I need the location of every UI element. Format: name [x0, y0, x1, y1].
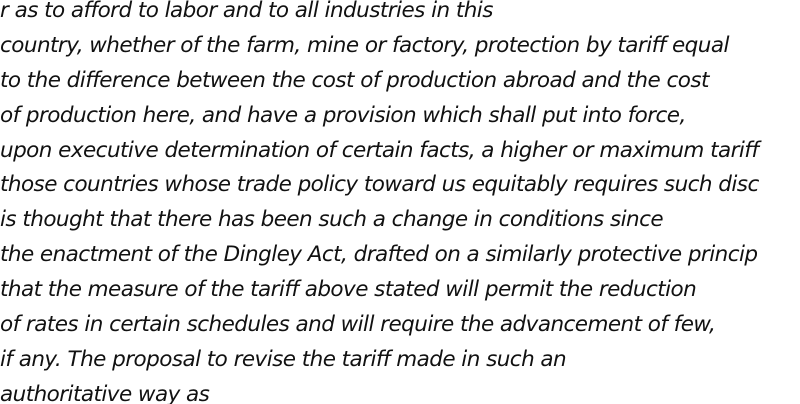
text-line-10: of rates in certain schedules and will r…	[0, 312, 716, 338]
text-line-3: to the difference between the cost of pr…	[0, 67, 709, 93]
text-line-2: country, whether of the farm, mine or fa…	[0, 32, 729, 58]
text-line-9: that the measure of the tariff above sta…	[0, 277, 697, 303]
text-line-4: of production here, and have a provision…	[0, 102, 686, 128]
text-line-1: r as to afford to labor and to all indus…	[0, 0, 493, 23]
text-line-7: is thought that there has been such a ch…	[0, 207, 664, 233]
text-line-8: the enactment of the Dingley Act, drafte…	[0, 242, 758, 268]
text-line-12: authoritative way as	[0, 381, 210, 404]
text-line-5: upon executive determination of certain …	[0, 137, 759, 163]
text-line-11: if any. The proposal to revise the tarif…	[0, 346, 567, 372]
text-line-6: those countries whose trade policy towar…	[0, 172, 759, 198]
